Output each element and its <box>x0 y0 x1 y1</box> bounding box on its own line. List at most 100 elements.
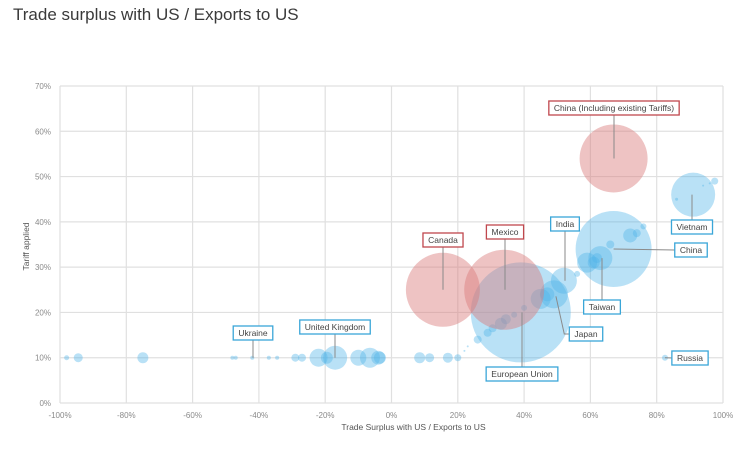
annotation-india: India <box>549 216 581 281</box>
annotation-japan: Japan <box>555 296 604 342</box>
bubble <box>711 177 719 185</box>
bubble <box>606 240 615 249</box>
bubble <box>297 353 306 362</box>
bubble <box>511 311 518 318</box>
annotation-label: Japan <box>574 329 597 339</box>
bubble-taiwan <box>588 246 613 271</box>
x-tick-label: 0% <box>386 411 398 420</box>
annotation-ukraine: Ukraine <box>232 325 274 358</box>
annotation-box <box>232 325 274 341</box>
annotation-label: Mexico <box>492 227 519 237</box>
annotation-china-including-existing-tariffs: China (Including existing Tariffs) <box>548 100 680 159</box>
bubble <box>640 223 647 230</box>
bubble <box>73 353 83 363</box>
x-tick-label: 100% <box>713 411 733 420</box>
x-tick-label: -20% <box>316 411 335 420</box>
annotation-label: United Kingdom <box>305 322 365 332</box>
bubble <box>521 304 528 311</box>
bubble <box>350 349 367 366</box>
annotation-european-union: European Union <box>485 312 559 382</box>
bubble <box>137 352 149 364</box>
bubble <box>473 335 482 344</box>
grid <box>59 85 724 404</box>
bubble <box>425 353 435 363</box>
bubble <box>454 354 462 362</box>
bubble <box>632 229 641 238</box>
annotation-box <box>485 224 525 240</box>
annotation-vietnam: Vietnam <box>670 194 714 235</box>
annotation-box <box>674 242 708 258</box>
x-tick-label: -40% <box>250 411 269 420</box>
chart-title: Trade surplus with US / Exports to US <box>13 5 299 24</box>
annotation-label: China (Including existing Tariffs) <box>554 103 674 113</box>
bubble <box>494 317 507 330</box>
annotation-mexico: Mexico <box>485 224 525 290</box>
annotations: China (Including existing Tariffs) Canada… <box>232 100 714 382</box>
bubble <box>309 348 328 367</box>
bubble <box>708 182 711 185</box>
bubble <box>442 352 453 363</box>
bubble <box>488 324 497 333</box>
bubble <box>64 355 70 361</box>
bubble <box>371 350 386 365</box>
y-tick-label: 20% <box>35 308 51 317</box>
annotation-label: Canada <box>428 235 458 245</box>
bubble-european-union <box>470 262 571 363</box>
annotation-box <box>671 350 709 366</box>
x-axis-label: Trade Surplus with US / Exports to US <box>341 422 486 432</box>
annotation-box <box>670 219 714 235</box>
bubble-india <box>550 267 577 294</box>
annotation-label: China <box>680 245 702 255</box>
annotation-box <box>422 232 464 248</box>
y-tick-label: 40% <box>35 218 51 227</box>
bubble <box>500 314 511 325</box>
annotation-united-kingdom: United Kingdom <box>299 319 371 358</box>
bubble-vietnam <box>671 172 716 217</box>
y-tick-label: 30% <box>35 263 51 272</box>
bubble <box>320 351 333 364</box>
y-tick-label: 60% <box>35 127 51 136</box>
bubble <box>574 270 581 277</box>
bubble <box>587 256 600 269</box>
bubble <box>463 349 466 352</box>
y-tick-label: 10% <box>35 354 51 363</box>
y-tick-label: 50% <box>35 173 51 182</box>
annotation-box <box>548 100 680 116</box>
y-axis-label: Tariff applied <box>21 222 31 270</box>
bubble-japan <box>539 280 568 309</box>
x-tick-label: 20% <box>450 411 466 420</box>
bubble <box>233 355 238 360</box>
annotation-box <box>568 326 604 342</box>
bubble <box>577 252 598 273</box>
annotation-box <box>549 216 581 232</box>
bubble <box>540 287 555 302</box>
x-tick-label: 60% <box>582 411 598 420</box>
annotation-label: Taiwan <box>589 302 616 312</box>
bubble <box>266 355 271 360</box>
bubble <box>466 345 469 348</box>
annotation-canada: Canada <box>422 232 464 290</box>
bubble <box>675 197 679 201</box>
annotation-box <box>299 319 371 335</box>
annotation-box <box>485 366 559 382</box>
leader-line <box>613 248 675 251</box>
bubble <box>373 351 386 364</box>
y-tick-label: 0% <box>39 399 51 408</box>
bubble <box>230 355 235 360</box>
bubble <box>702 184 705 187</box>
leader-line <box>555 296 570 335</box>
bubble-ukraine <box>250 355 255 360</box>
x-tick-label: -60% <box>183 411 202 420</box>
annotation-label: European Union <box>491 369 553 379</box>
bubble <box>275 355 280 360</box>
bubble <box>414 352 426 364</box>
x-tick-label: 80% <box>649 411 665 420</box>
bubble <box>530 288 551 309</box>
x-tick-label: -100% <box>48 411 71 420</box>
bubble <box>592 253 603 264</box>
axes: -100% -80% -60% -40% -20% 0% 20% 40% 60% 80% 100% 0… <box>35 82 733 420</box>
bubble <box>291 353 300 362</box>
bubble-mexico <box>464 249 545 330</box>
annotation-label: Ukraine <box>238 328 268 338</box>
